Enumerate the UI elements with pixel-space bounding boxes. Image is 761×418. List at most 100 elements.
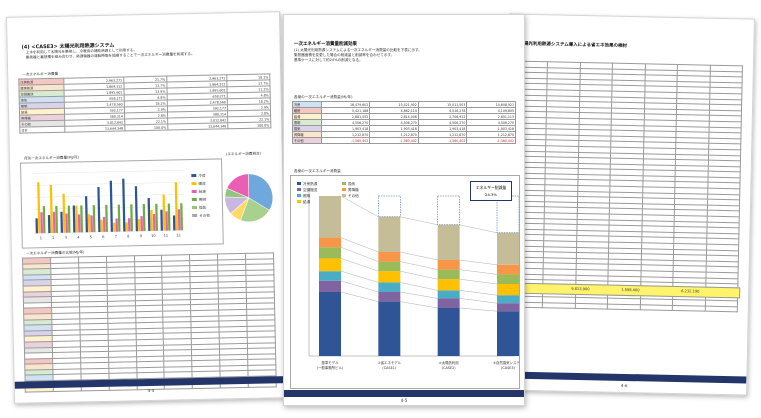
table-cell: その他 [292,137,322,144]
tick-label: 11 [164,234,169,238]
connector-line [340,195,379,217]
monthly-chart: 1 2 3 4 5 6 7 8 9 10 11 12 冷房 暖房 給湯 照明 換気 その他 [20,158,224,249]
bar [165,211,168,231]
legend-swatch [297,194,301,197]
table-row: 冷房 16,479,602 15,421,902 15,011,503 14,608,9… [292,101,516,108]
category-label: 基準モデル [322,360,340,365]
bar [49,184,54,234]
stacked-chart: 基準モデル (一般事務所ビル) ①省エネモデル (CASE1) ②太陽熱利用 (CASE2… [290,175,524,389]
table-cell [607,303,641,310]
pie-slice [226,173,250,199]
legend-item: その他 [192,213,210,218]
reduction-note: エネルギー削減量 24.3% [470,181,512,201]
stacked-bar-segment [437,260,460,270]
legend-label: 昇降機 [348,187,359,192]
table-cell: 100.0% [124,124,168,131]
table-cell: -1,560,402 [417,137,468,144]
bar [160,209,163,231]
connector-line [459,259,498,265]
bar [97,186,101,233]
body-text [519,48,616,55]
table-row: 換気 1,903,418 1,903,418 1,903,418 1,903,418 [292,125,516,132]
legend-label: 給湯 [303,199,311,204]
intro-line: (1) 太陽光利用熱源システムによる一次エネルギー消費量の比較を下表に示す。 [294,48,422,52]
stacked-bar-segment [437,298,460,308]
legend-swatch [342,182,346,185]
case-table: 冷房 16,479,602 15,421,902 15,011,503 14,608,9… [292,101,516,144]
connector-line [459,269,498,275]
bar [134,186,138,232]
tick-label: 9 [140,234,142,238]
data-table [510,61,743,313]
table-cell: 13,644,348 [167,122,228,131]
bar [162,194,166,231]
legend-item: 換気 [342,181,356,186]
legend-item: 給湯 [191,189,206,194]
tick-label: 10 [151,234,156,238]
legend-label: 照明 [303,193,311,198]
stacked-bar-segment [497,295,519,304]
gridline [34,230,185,234]
bar [52,211,56,233]
bar [177,209,181,231]
stacked-bar-segment [319,271,341,281]
tick-label: 7 [115,235,117,239]
bar [180,203,183,231]
legend-swatch [297,182,301,185]
bar [77,214,81,233]
bar [60,211,64,233]
bar [47,215,51,234]
bar [115,218,118,232]
connector-line [400,261,438,270]
stacked-bar-segment [437,308,460,356]
document-page-middle: 一次エネルギー消費量削減効果 (1) 太陽光利用熱源システムによる一次エネルギー… [283,14,525,406]
stacked-bar-segment [319,258,341,272]
category-label: ①省エネモデル [378,360,402,365]
chart-title: 各案の一次エネルギー消費量 [294,169,341,173]
bar [125,222,128,232]
legend-item: 換気 [191,205,207,210]
bar [117,204,121,232]
page-number: 4-5 [400,398,408,403]
pie-chart [224,173,274,223]
bar [137,219,141,232]
connector-line [459,307,498,312]
stacked-bar-segment [378,252,401,262]
stacked-bar-segment [319,237,341,248]
connector-line [340,237,379,253]
connector-line [459,224,498,233]
connector-line [400,216,438,225]
gridline [34,206,184,210]
tick-label: 8 [127,234,129,238]
legend-label: 換気 [348,181,356,186]
stacked-bar-segment [497,232,519,265]
stacked-bar-segment [437,224,460,260]
legend-label: その他 [199,213,210,218]
bar [147,197,151,231]
pie-title: (エネルギー消費割合) [225,151,262,157]
legend-item: 暖房 [191,181,206,186]
stacked-bar-segment [497,311,519,356]
stacked-bar-segment [378,282,401,292]
highlight-value-2: 1,598,400 [621,287,640,293]
bar [72,205,76,233]
bar [42,206,46,234]
bar [127,218,131,232]
stacked-bar-segment [319,247,341,259]
stacked-bar-segment [378,271,401,283]
bar [172,215,176,231]
table-cell [704,305,738,312]
legend-swatch [342,188,346,191]
category-label: (CASE1) [382,366,396,370]
connector-line [459,298,498,304]
table-cell [639,304,673,311]
connector-line [340,247,379,262]
stacked-bar-segment [319,196,341,238]
stacked-bar-segment [437,290,460,299]
stacked-bar-segment [319,292,341,356]
bar [37,182,41,234]
connector-line [459,290,498,296]
table-cell [542,302,576,309]
connector-line [400,282,438,291]
